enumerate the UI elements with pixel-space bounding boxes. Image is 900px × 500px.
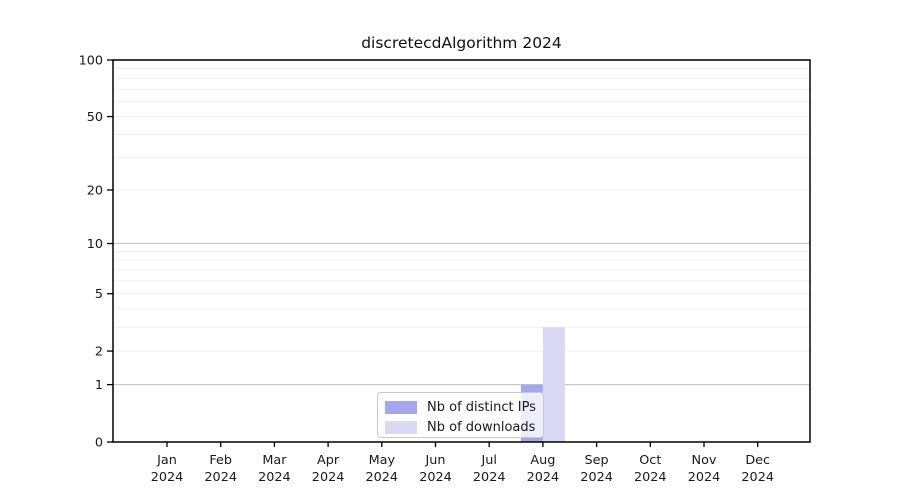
x-tick-label-month: Dec [745,453,770,468]
x-tick-label-year: 2024 [312,470,345,485]
x-tick-label-month: Sep [585,453,609,468]
y-tick-label: 10 [87,237,103,252]
x-tick-label-year: 2024 [634,470,667,485]
legend-swatch-distinct-ips [385,401,417,414]
x-tick-label-month: Jul [480,453,496,468]
x-tick-label-month: Jan [156,453,177,468]
x-tick-label-year: 2024 [527,470,560,485]
y-tick-label: 20 [87,184,103,199]
x-tick-label-year: 2024 [151,470,184,485]
x-tick-label-year: 2024 [204,470,237,485]
x-tick-label-year: 2024 [258,470,291,485]
plot-frame [112,59,811,443]
y-tick-label: 1 [95,378,103,393]
x-tick-label-month: Feb [209,453,232,468]
x-tick-label-year: 2024 [366,470,399,485]
legend-swatch-downloads [385,421,417,434]
y-tick-label: 100 [79,54,103,69]
x-tick-label-month: Mar [262,453,287,468]
bar-downloads-aug [542,327,565,442]
legend: Nb of distinct IPs Nb of downloads [377,392,544,438]
x-tick-label-month: Nov [692,453,717,468]
x-tick-label-month: Jun [425,453,446,468]
x-tick-label-month: Oct [639,453,661,468]
x-tick-label-month: May [369,453,396,468]
x-tick-label-year: 2024 [473,470,506,485]
x-tick-label-year: 2024 [419,470,452,485]
x-tick-label-year: 2024 [580,470,613,485]
y-tick-label: 50 [87,110,103,125]
legend-item-distinct-ips: Nb of distinct IPs [385,398,543,417]
chart-title: discretecdAlgorithm 2024 [361,34,562,52]
x-tick-label-month: Aug [530,453,555,468]
x-tick-label-month: Apr [317,453,340,468]
x-tick-label-year: 2024 [688,470,721,485]
y-tick-label: 0 [95,436,103,451]
legend-item-downloads: Nb of downloads [385,418,543,437]
y-tick-label: 2 [95,345,103,360]
legend-label-distinct-ips: Nb of distinct IPs [427,400,536,415]
x-tick-label-year: 2024 [741,470,774,485]
legend-label-downloads: Nb of downloads [427,420,536,435]
y-tick-label: 5 [95,287,103,302]
